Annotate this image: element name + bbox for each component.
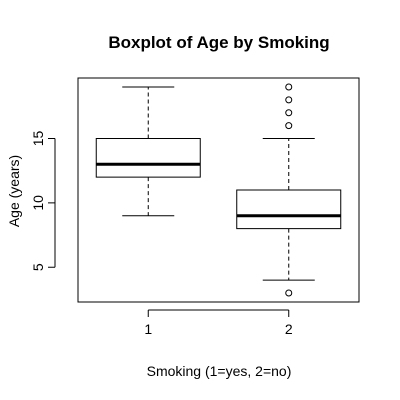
outlier-point: [285, 96, 293, 104]
iqr-box: [236, 189, 342, 230]
outlier-point: [285, 109, 293, 117]
box-1: [95, 86, 201, 217]
iqr-box: [95, 138, 201, 178]
chart-title: Boxplot of Age by Smoking: [108, 33, 329, 52]
y-tick-label: 5: [30, 263, 46, 271]
boxes-group: [95, 83, 342, 297]
outlier-point: [285, 289, 293, 297]
x-axis-label: Smoking (1=yes, 2=no): [147, 363, 292, 379]
y-tick-label: 15: [30, 131, 46, 147]
x-tick-label: 1: [144, 321, 152, 337]
y-axis-label: Age (years): [6, 155, 22, 227]
x-tick-label: 2: [285, 321, 293, 337]
outlier-point: [285, 83, 293, 91]
plot-frame: [77, 77, 360, 303]
y-axis: 5 10 15: [30, 131, 56, 271]
outlier-point: [285, 122, 293, 130]
box-2: [236, 83, 342, 297]
y-tick-label: 10: [30, 195, 46, 211]
